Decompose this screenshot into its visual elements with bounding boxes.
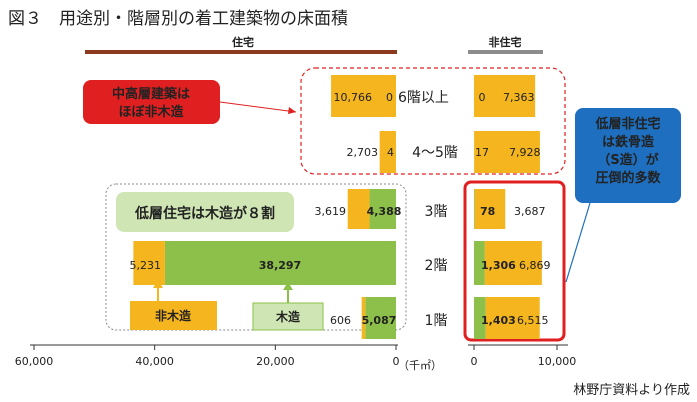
residential-wood-bar [164, 241, 396, 285]
residential-tick-label: 20,000 [256, 355, 295, 368]
low-non-residential-callout-text-line: （S造）が [597, 152, 658, 168]
mid-high-callout-arrowhead [288, 107, 296, 114]
category-label: 2階 [425, 258, 448, 274]
residential-wood-value: 5,087 [362, 314, 397, 327]
residential-non-wood-bar [347, 189, 370, 229]
non-residential-non-wood-value: 6,515 [517, 314, 549, 327]
non-residential-non-wood-value: 7,928 [509, 146, 541, 159]
non-residential-header-bar [468, 50, 543, 54]
non-residential-wood-bar [474, 189, 475, 229]
residential-non-wood-value: 2,703 [347, 146, 379, 159]
non-wood-tag-arrowhead [153, 280, 163, 288]
residential-wood-value: 38,297 [259, 259, 301, 272]
wood-tag-box [252, 302, 324, 331]
non-residential-tick-label: 10,000 [538, 355, 577, 368]
non-residential-wood-value: 1,403 [481, 314, 516, 327]
residential-wood-value: 4 [387, 146, 394, 159]
low-non-residential-callout-text-line: 低層非住宅 [594, 116, 660, 132]
source-note: 林野庁資料より作成 [573, 383, 690, 398]
residential-non-wood-bar [133, 241, 165, 285]
residential-tick-label: 0 [393, 355, 400, 368]
wood-tag-text: 木造 [275, 309, 301, 324]
non-residential-wood-bar [474, 297, 486, 339]
unit-label: （千㎡） [398, 359, 442, 372]
mid-high-callout-pointer [219, 101, 297, 113]
residential-wood-value: 4,388 [367, 205, 402, 218]
low-wood-callout-box [116, 192, 294, 232]
residential-tick-label: 60,000 [15, 355, 54, 368]
non-residential-panel-label: 非住宅 [489, 35, 522, 49]
category-label: 3階 [425, 204, 448, 220]
non-residential-wood-bar [474, 241, 485, 285]
low-non-residential-callout-text-line: 圧倒的多数 [595, 170, 661, 186]
non-residential-wood-value: 17 [475, 146, 489, 159]
non-wood-tag-box [130, 301, 217, 330]
low-non-residential-callout-text: 低層非住宅は鉄骨造 （S造）が圧倒的多数 [594, 116, 661, 186]
mid-high-callout-text-line: 中高層建築は [112, 86, 190, 102]
residential-tick-label: 40,000 [135, 355, 174, 368]
mid-high-callout-text: 中高層建築はほぼ非木造 [112, 86, 190, 120]
residential-wood-bar [369, 189, 396, 229]
wood-tag-arrowhead [283, 282, 293, 290]
non-residential-non-wood-value: 6,869 [519, 259, 551, 272]
non-wood-tag-text: 非木造 [155, 308, 192, 323]
residential-wood-value: 0 [386, 91, 393, 104]
non-residential-wood-value: 1,306 [481, 259, 516, 272]
non-residential-non-wood-bar [474, 75, 536, 117]
non-residential-wood-value: 78 [480, 205, 495, 218]
non-residential-non-wood-bar [484, 241, 542, 285]
low-non-residential-frame [463, 180, 566, 342]
residential-non-wood-bar [331, 75, 396, 117]
non-residential-non-wood-value: 7,363 [503, 91, 535, 104]
residential-non-wood-bar [361, 297, 366, 339]
non-residential-non-wood-bar [474, 131, 540, 173]
residential-non-wood-value: 3,619 [315, 205, 347, 218]
low-non-residential-callout-pointer [565, 202, 591, 283]
non-residential-non-wood-value: 3,687 [514, 205, 546, 218]
mid-high-callout-text-line: ほぼ非木造 [118, 104, 184, 120]
non-residential-non-wood-bar [474, 189, 506, 229]
non-residential-wood-value: 0 [479, 91, 486, 104]
mid-high-frame [300, 67, 566, 175]
residential-non-wood-value: 10,766 [334, 91, 373, 104]
chart-title: 図３ 用途別・階層別の着工建築物の床面積 [8, 9, 348, 29]
category-label: 6階以上 [398, 90, 449, 106]
non-residential-tick-label: 0 [471, 355, 478, 368]
low-non-residential-callout-text-line: は鉄骨造 [602, 134, 655, 150]
residential-header-bar [85, 50, 397, 54]
residential-non-wood-value: 606 [330, 314, 351, 327]
non-residential-non-wood-bar [485, 297, 540, 339]
category-label: 4～5階 [412, 145, 458, 161]
mid-high-callout-box [83, 80, 220, 124]
residential-non-wood-value: 5,231 [130, 259, 162, 272]
low-non-residential-callout-box [575, 108, 681, 203]
residential-wood-bar [365, 297, 396, 339]
low-wood-callout-text: 低層住宅は木造が８割 [134, 205, 275, 222]
residential-panel-label: 住宅 [232, 35, 254, 49]
residential-non-wood-bar [379, 131, 396, 173]
category-label: 1階 [425, 313, 448, 329]
